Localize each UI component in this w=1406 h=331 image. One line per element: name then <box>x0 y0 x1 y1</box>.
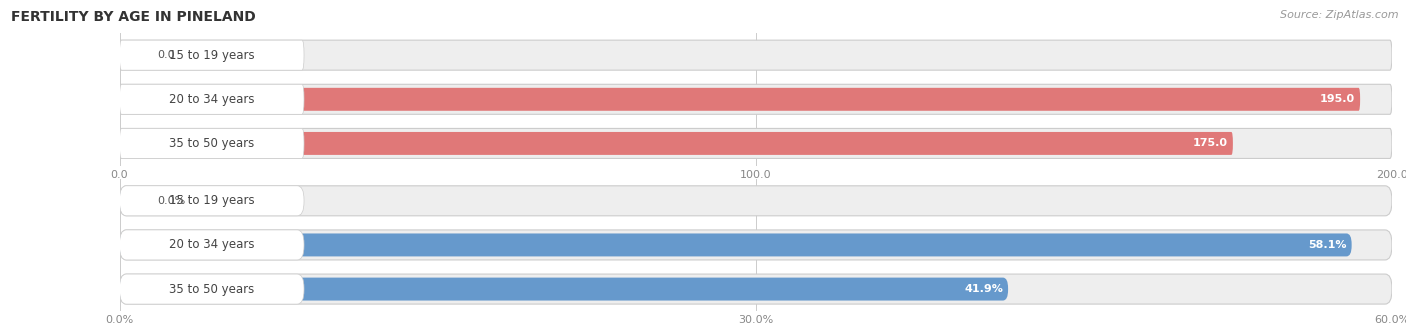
FancyBboxPatch shape <box>120 88 1360 111</box>
FancyBboxPatch shape <box>120 128 304 159</box>
Text: 15 to 19 years: 15 to 19 years <box>169 194 254 207</box>
FancyBboxPatch shape <box>120 186 1392 216</box>
Text: 58.1%: 58.1% <box>1308 240 1347 250</box>
FancyBboxPatch shape <box>120 40 1392 70</box>
FancyBboxPatch shape <box>120 274 304 304</box>
FancyBboxPatch shape <box>120 186 304 216</box>
Text: 35 to 50 years: 35 to 50 years <box>169 283 254 296</box>
FancyBboxPatch shape <box>120 278 1008 301</box>
FancyBboxPatch shape <box>120 40 304 70</box>
FancyBboxPatch shape <box>120 230 1392 260</box>
Text: 15 to 19 years: 15 to 19 years <box>169 49 254 62</box>
FancyBboxPatch shape <box>120 233 1351 257</box>
FancyBboxPatch shape <box>120 274 1392 304</box>
FancyBboxPatch shape <box>120 84 1392 114</box>
FancyBboxPatch shape <box>120 84 304 114</box>
Text: 0.0%: 0.0% <box>157 196 186 206</box>
FancyBboxPatch shape <box>120 132 1233 155</box>
Text: 0.0: 0.0 <box>157 50 176 60</box>
Text: 35 to 50 years: 35 to 50 years <box>169 137 254 150</box>
Text: 20 to 34 years: 20 to 34 years <box>169 238 254 252</box>
Text: Source: ZipAtlas.com: Source: ZipAtlas.com <box>1281 10 1399 20</box>
Text: 20 to 34 years: 20 to 34 years <box>169 93 254 106</box>
Text: 175.0: 175.0 <box>1192 138 1227 148</box>
Text: FERTILITY BY AGE IN PINELAND: FERTILITY BY AGE IN PINELAND <box>11 10 256 24</box>
FancyBboxPatch shape <box>120 44 142 67</box>
FancyBboxPatch shape <box>120 189 142 212</box>
FancyBboxPatch shape <box>120 128 1392 159</box>
FancyBboxPatch shape <box>120 230 304 260</box>
Text: 41.9%: 41.9% <box>965 284 1002 294</box>
Text: 195.0: 195.0 <box>1320 94 1355 104</box>
